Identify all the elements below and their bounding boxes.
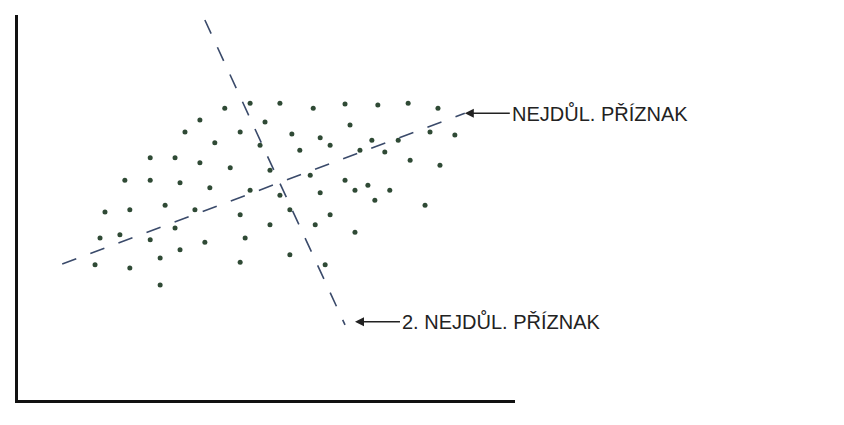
svg-text:NEJDŮL. PŘÍZNAK: NEJDŮL. PŘÍZNAK [512,102,688,125]
svg-text:2. NEJDŮL. PŘÍZNAK: 2. NEJDŮL. PŘÍZNAK [402,310,600,333]
